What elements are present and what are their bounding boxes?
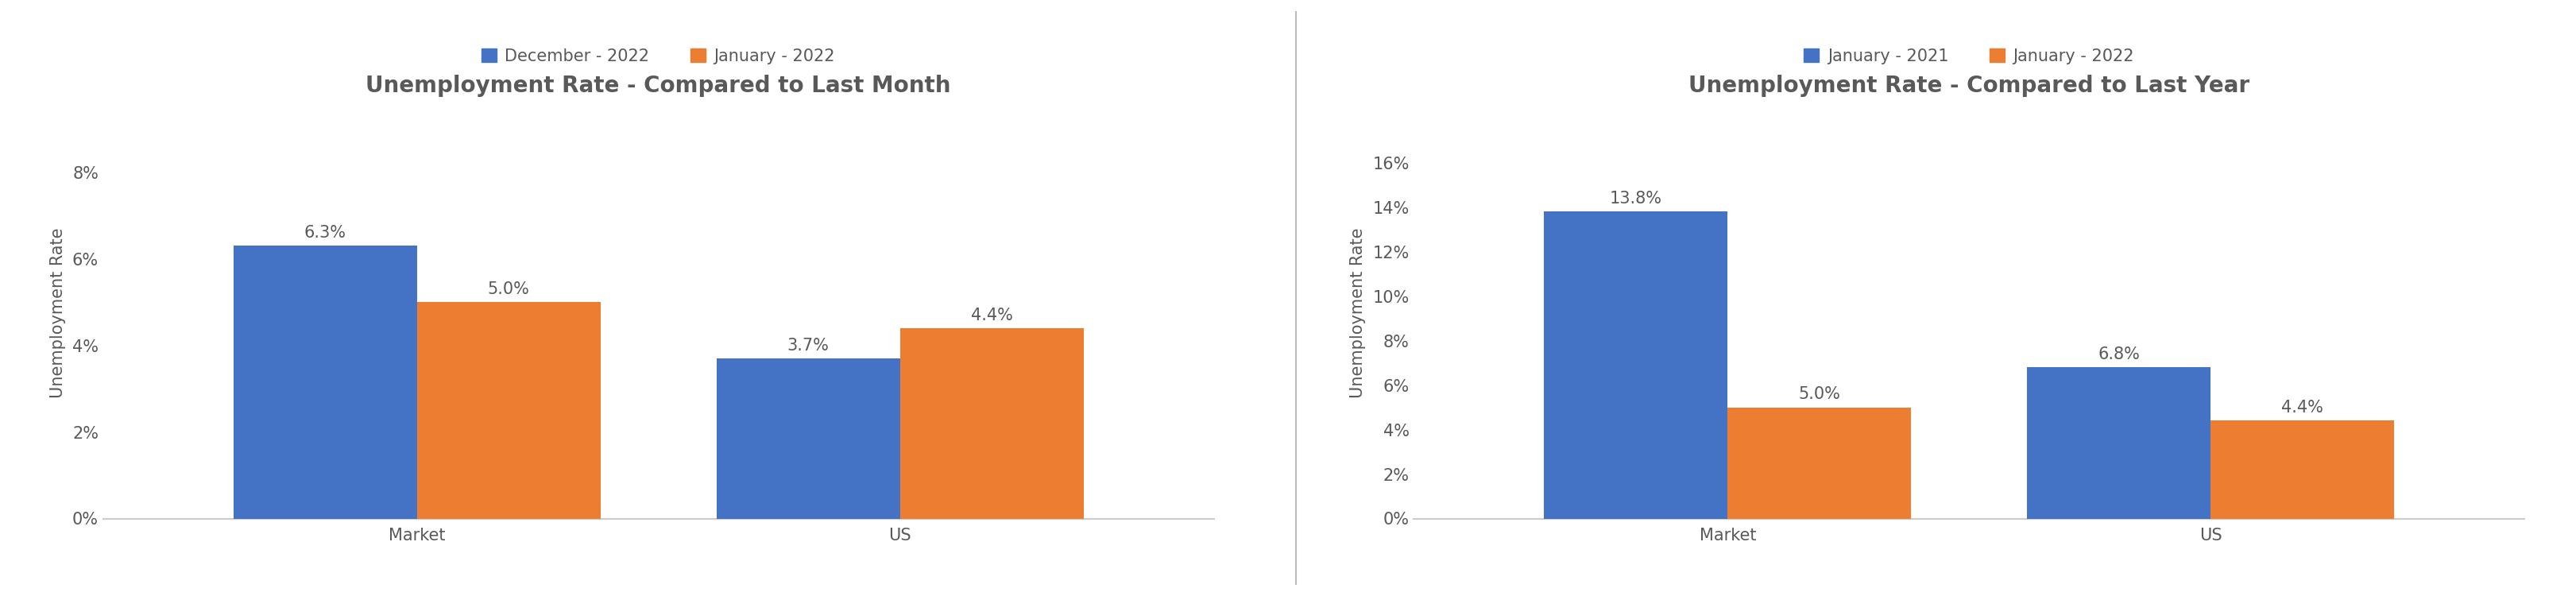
Bar: [417, 302, 600, 519]
Bar: [899, 328, 1084, 519]
Bar: [1543, 212, 1728, 519]
Text: 4.4%: 4.4%: [971, 307, 1012, 323]
Text: 6.3%: 6.3%: [304, 225, 345, 241]
Text: 13.8%: 13.8%: [1610, 191, 1662, 207]
Y-axis label: Unemployment Rate: Unemployment Rate: [1350, 228, 1365, 398]
Y-axis label: Unemployment Rate: Unemployment Rate: [49, 228, 64, 398]
Text: 4.4%: 4.4%: [2282, 400, 2324, 416]
Bar: [1728, 408, 1911, 519]
Bar: [234, 246, 417, 519]
Bar: [2210, 421, 2393, 519]
Text: 6.8%: 6.8%: [2097, 346, 2141, 362]
Legend: December - 2022, January - 2022: December - 2022, January - 2022: [474, 42, 842, 71]
Bar: [716, 358, 899, 519]
Legend: January - 2021, January - 2022: January - 2021, January - 2022: [1798, 42, 2141, 71]
Title: Unemployment Rate - Compared to Last Year: Unemployment Rate - Compared to Last Yea…: [1690, 74, 2249, 97]
Text: 5.0%: 5.0%: [487, 281, 531, 297]
Text: 5.0%: 5.0%: [1798, 387, 1839, 402]
Title: Unemployment Rate - Compared to Last Month: Unemployment Rate - Compared to Last Mon…: [366, 74, 951, 97]
Bar: [2027, 367, 2210, 519]
Text: 3.7%: 3.7%: [788, 337, 829, 353]
